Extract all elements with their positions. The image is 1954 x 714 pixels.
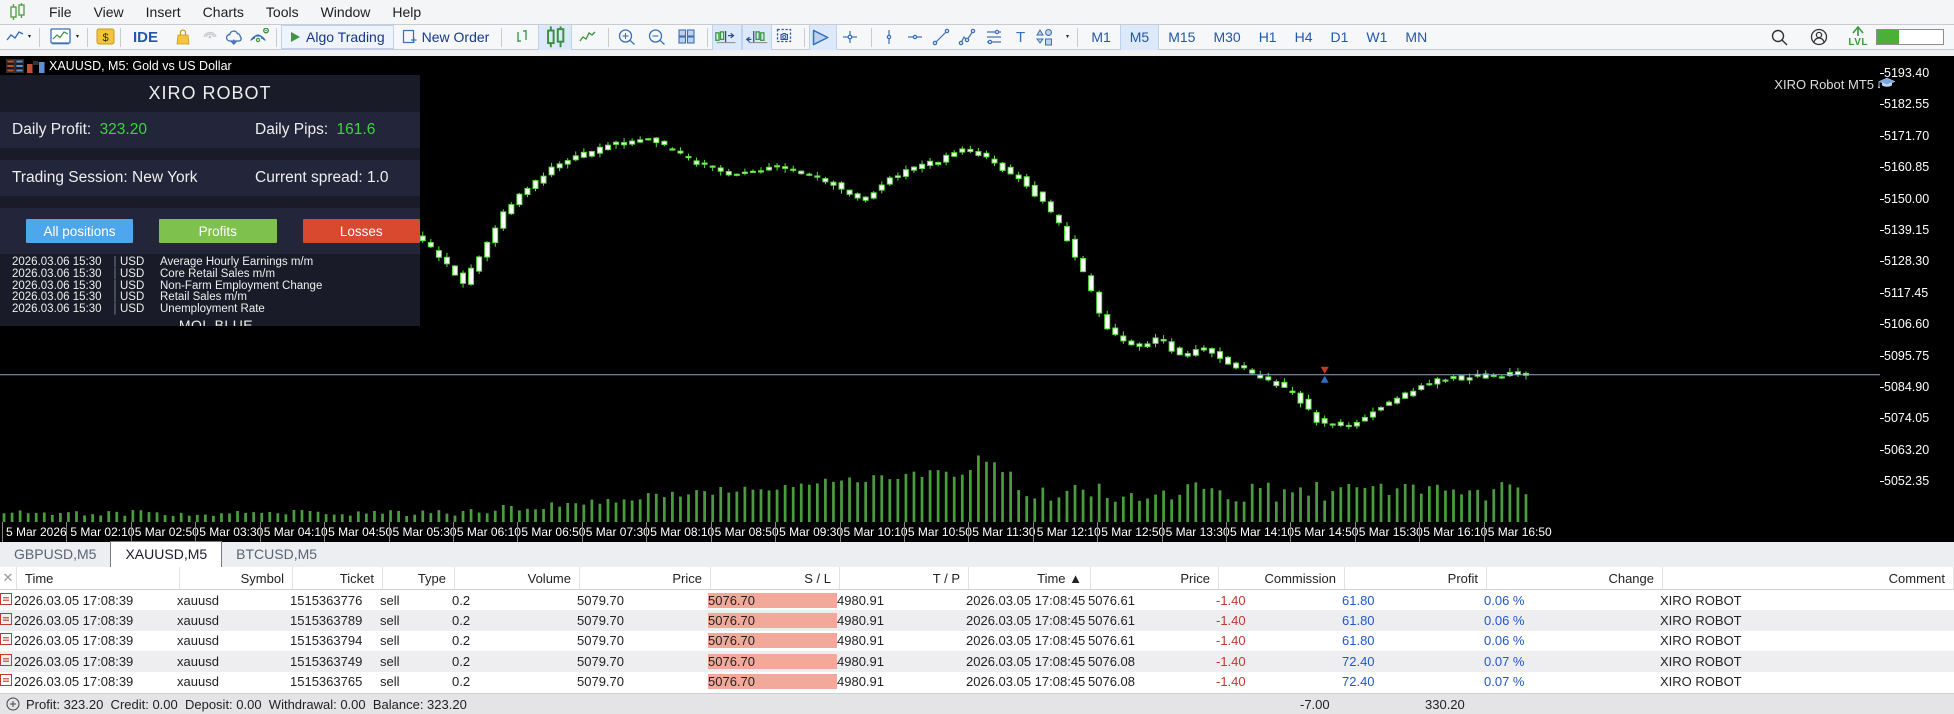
svg-text:T: T xyxy=(1016,29,1025,46)
svg-text:$: $ xyxy=(102,32,108,44)
